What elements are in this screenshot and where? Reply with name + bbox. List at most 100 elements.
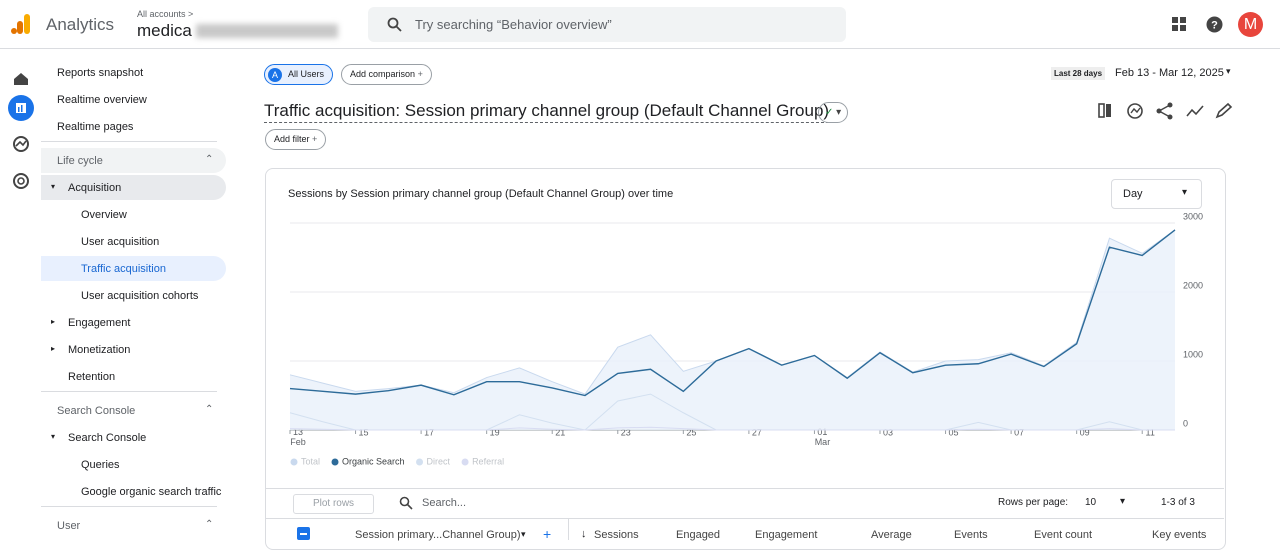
column-header[interactable]: Sessions	[594, 529, 639, 541]
report-actions[interactable]	[1096, 101, 1236, 121]
item-caret: ▸	[51, 317, 56, 326]
logo	[11, 14, 30, 34]
column-header[interactable]: Engagement	[755, 529, 818, 541]
segment-badge: A	[268, 67, 282, 82]
date-caret: ▾	[1226, 66, 1231, 76]
add-filter[interactable]: Add filter +	[265, 129, 327, 150]
search-placeholder: Try searching “Behavior overview”	[415, 17, 612, 32]
top-bar: Analytics All accounts > medica Try sear…	[0, 0, 1280, 49]
rows-per-page[interactable]: 10	[1085, 497, 1097, 508]
sidebar-divider	[41, 141, 217, 142]
legend-label: Referral	[472, 456, 504, 466]
y-tick-label: 1000	[1183, 349, 1203, 359]
column-header[interactable]: Key events	[1152, 529, 1207, 541]
x-tick-label: 21	[555, 427, 565, 437]
product-name: Analytics	[46, 15, 115, 34]
legend-label: Direct	[427, 456, 451, 466]
sidebar-item[interactable]: User acquisition cohorts	[81, 290, 199, 302]
series-area	[290, 229, 1175, 430]
sidebar-item[interactable]: Realtime pages	[57, 121, 134, 133]
item-bg	[41, 256, 226, 281]
avatar[interactable]: M	[1238, 12, 1263, 37]
section-label[interactable]: Search Console	[57, 405, 136, 417]
y-tick-label: 0	[1183, 418, 1188, 428]
blurred-account	[196, 24, 338, 38]
rows-caret: ▾	[1120, 496, 1126, 507]
sidebar-item[interactable]: Realtime overview	[57, 94, 147, 106]
column-header[interactable]: Event count	[1034, 529, 1093, 541]
x-tick-label: 15	[359, 427, 369, 437]
x-tick-label: 11	[1146, 427, 1155, 437]
column-header[interactable]: Average	[871, 529, 912, 541]
help-icon[interactable]: ?	[1206, 16, 1223, 33]
item-bg	[41, 175, 226, 200]
sidebar-divider	[41, 506, 217, 507]
x-tick-label: 01 Mar	[815, 427, 831, 447]
sidebar: Reports snapshot Realtime overview Realtim…	[41, 49, 228, 540]
granularity-select[interactable]: Day ▾	[1111, 179, 1202, 209]
range-label: Last 28 days	[1051, 67, 1106, 80]
add-column: +	[543, 526, 552, 542]
pagination: 1-3 of 3	[1161, 497, 1195, 508]
breadcrumb[interactable]: All accounts >	[137, 9, 194, 19]
column-divider	[568, 518, 569, 540]
chart: 0 1000 2000 3000 13 Feb 15 17 19 21 23 25 27 01 Mar 03 0…	[289, 211, 1203, 466]
sidebar-item[interactable]: Search Console	[68, 432, 147, 444]
legend-label: Organic Search	[342, 456, 405, 466]
section-caret: ⌃	[205, 154, 214, 165]
sidebar-item[interactable]: Traffic acquisition	[81, 263, 166, 275]
account-name[interactable]: medica	[137, 21, 192, 40]
date-range[interactable]: Feb 13 - Mar 12, 2025	[1115, 67, 1224, 79]
svg-text:?: ?	[1211, 19, 1218, 31]
sidebar-item[interactable]: Queries	[81, 459, 120, 471]
column-caret: ▾	[521, 529, 526, 539]
section-caret: ⌃	[205, 404, 214, 415]
sidebar-item[interactable]: User acquisition	[81, 236, 160, 248]
sidebar-item[interactable]: Engagement	[68, 317, 131, 329]
item-caret: ▸	[51, 344, 56, 353]
legend-dot	[416, 458, 424, 466]
rows-per-page-label: Rows per page:	[998, 497, 1069, 508]
x-tick-label: 23	[621, 427, 631, 437]
plot-rows[interactable]: Plot rows	[293, 494, 374, 514]
table-search-icon	[399, 496, 413, 510]
section-bg	[41, 148, 226, 173]
sidebar-item[interactable]: Overview	[81, 209, 127, 221]
chart-title: Sessions by Session primary channel grou…	[288, 188, 674, 200]
column-header[interactable]: Engaged	[676, 529, 721, 541]
x-tick-label: 05	[949, 427, 959, 437]
sidebar-item[interactable]: Retention	[68, 371, 116, 383]
report-title[interactable]: Traffic acquisition: Session primary cha…	[264, 101, 830, 123]
apps-icon[interactable]	[1171, 16, 1187, 32]
table-search[interactable]: Search...	[422, 497, 467, 509]
search-box[interactable]: Try searching “Behavior overview”	[368, 7, 846, 42]
sidebar-item[interactable]: Google organic search traffic	[81, 486, 222, 498]
add-comparison[interactable]: Add comparison +	[341, 64, 432, 85]
section-label[interactable]: Life cycle	[57, 155, 103, 167]
x-tick-label: 25	[686, 427, 696, 437]
sidebar-divider	[41, 391, 217, 392]
granularity: Day	[1123, 188, 1143, 200]
sidebar-item[interactable]: Monetization	[68, 344, 131, 356]
status-chip[interactable]: ✓ ▾	[818, 102, 849, 123]
x-tick-label: 09	[1080, 427, 1090, 437]
sort-arrow: ↓	[581, 528, 587, 540]
y-tick-label: 2000	[1183, 280, 1203, 290]
x-tick-label: 27	[752, 427, 762, 437]
legend-dot	[461, 458, 469, 466]
section-label[interactable]: User	[57, 520, 81, 532]
column-header[interactable]: Events	[954, 529, 988, 541]
x-tick-label: 19	[490, 427, 500, 437]
column-header[interactable]: Session primary...Channel Group)	[355, 529, 521, 541]
add-filter-label: Add filter	[274, 134, 310, 144]
sidebar-item[interactable]: Reports snapshot	[57, 67, 144, 79]
sidebar-item[interactable]: Acquisition	[68, 182, 122, 194]
select-all[interactable]	[297, 527, 310, 540]
table-divider	[266, 488, 1224, 489]
search-icon	[387, 17, 402, 32]
segment-label: All Users	[288, 69, 325, 79]
nav-rail	[8, 73, 34, 189]
series-line	[289, 426, 1175, 431]
segment-chip[interactable]: A All Users	[264, 64, 334, 85]
